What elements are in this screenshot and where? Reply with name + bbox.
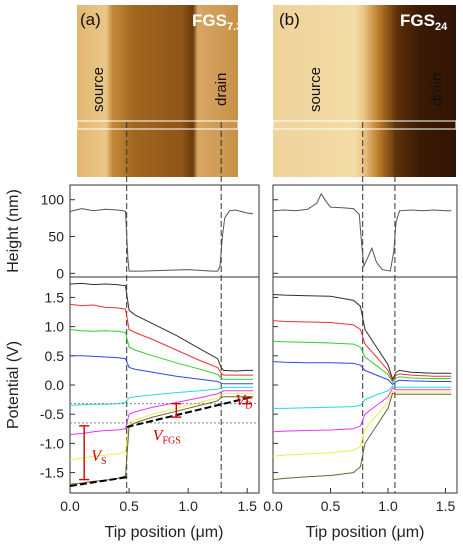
annotation-0: VS (91, 448, 106, 467)
potential-series-line-b-0 (272, 294, 452, 381)
potential-series-line-a-1 (69, 303, 254, 376)
x-axis-title-b: Tip position (μm) (306, 524, 425, 541)
x-tick-label-a-2: 1.0 (178, 498, 198, 514)
x-tick-label-a-3: 1.5 (237, 498, 257, 514)
sample-label-a: FGS7.3 (192, 11, 242, 33)
potential-series-line-b-2 (272, 340, 452, 383)
potential-series-line-b-4 (273, 385, 452, 409)
height-profile-line-b (272, 192, 452, 272)
annotation-subscript-1: FGS (162, 435, 180, 446)
potential-series-line-b-7 (272, 392, 452, 481)
annotation-subscript-2: D (245, 400, 252, 411)
potential-y-tick-label-4: 0.5 (45, 348, 65, 364)
x-tick-label-b-1: 0.5 (321, 498, 341, 514)
scan-line-band-a (76, 120, 239, 130)
potential-y-tick-label-2: -0.5 (40, 406, 64, 422)
potential-series-line-b-3 (272, 361, 452, 386)
panel-label-a: (a) (80, 10, 101, 29)
sample-label-b: FGS24 (400, 11, 448, 33)
scan-line-band-b (272, 120, 457, 130)
potential-axis-title: Potential (V) (5, 341, 22, 429)
potential-series-line-a-6 (69, 393, 254, 461)
x-tick-label-a-1: 0.5 (119, 498, 139, 514)
annotation-symbol-0: V (91, 448, 103, 465)
potential-series-line-a-5 (69, 390, 254, 436)
potential-series-line-b-1 (272, 320, 452, 382)
afm-image-b-bg (273, 5, 456, 177)
fit-line-channel (126, 395, 254, 429)
potential-series-line-b-5 (272, 387, 452, 433)
potential-series-line-a-0 (69, 282, 254, 372)
chart-dynamic-layer: 0.0 0.5 1.0 1.5 0 50 100 -1.5 -1.0 -0.5 0.0 0.5 1.0 1… (40, 122, 456, 514)
annotation-2: VD (235, 392, 252, 411)
x-axis-title-a: Tip position (μm) (105, 524, 224, 541)
height-y-tick-label-0: 0 (56, 265, 64, 281)
potential-series-line-a-2 (69, 329, 254, 380)
annotation-symbol-1: V (153, 427, 165, 444)
potential-y-tick-label-5: 1.0 (45, 319, 65, 335)
potential-series-line-b-6 (272, 390, 452, 457)
drain-label-a: drain (213, 73, 230, 106)
panel-label-b: (b) (279, 10, 300, 29)
potential-y-tick-label-6: 1.5 (45, 289, 65, 305)
x-tick-label-b-0: 0.0 (263, 498, 283, 514)
source-label-b: source (307, 67, 324, 112)
afm-image-a: (a) FGS7.3 source drain (76, 5, 242, 177)
x-tick-label-b-3: 1.5 (436, 498, 456, 514)
height-profile-line-a (69, 208, 254, 272)
potential-series-line-a-3 (70, 355, 254, 385)
annotation-subscript-0: S (101, 456, 107, 467)
potential-plot-frame-b (272, 276, 458, 494)
afm-image-a-bg (77, 5, 238, 177)
afm-image-b: (b) FGS24 source drain (272, 5, 457, 177)
height-axis-title: Height (nm) (5, 189, 22, 273)
potential-y-tick-label-1: -1.0 (40, 435, 64, 451)
height-plot-frame-a (69, 184, 260, 278)
potential-y-tick-label-3: 0.0 (45, 377, 65, 393)
annotation-symbol-2: V (235, 392, 247, 409)
x-tick-label-a-0: 0.0 (60, 498, 80, 514)
annotation-1: VFGS (153, 427, 181, 446)
potential-series-line-a-4 (69, 386, 254, 406)
x-tick-label-b-2: 1.0 (378, 498, 398, 514)
height-y-tick-label-2: 100 (41, 192, 65, 208)
potential-y-tick-label-0: -1.5 (40, 465, 64, 481)
source-label-a: source (90, 67, 107, 112)
drain-label-b: drain (428, 73, 445, 106)
height-y-tick-label-1: 50 (48, 229, 64, 245)
